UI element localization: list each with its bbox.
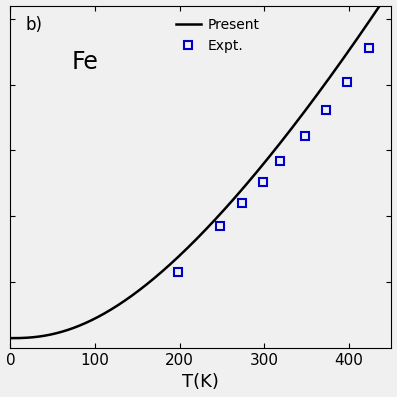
Text: Fe: Fe	[71, 50, 98, 74]
Expt.	[345, 79, 350, 84]
Expt.	[324, 107, 329, 112]
Present	[8, 336, 13, 341]
Line: Expt.: Expt.	[174, 44, 373, 276]
Expt.	[175, 269, 180, 274]
Present	[27, 335, 32, 340]
Present	[183, 247, 188, 252]
Line: Present: Present	[10, 0, 391, 338]
Present	[378, 3, 383, 8]
X-axis label: T(K): T(K)	[183, 374, 220, 391]
Legend: Present, Expt.: Present, Expt.	[170, 12, 266, 58]
Present	[378, 2, 383, 7]
Expt.	[260, 180, 265, 185]
Present	[308, 101, 313, 106]
Expt.	[277, 159, 282, 164]
Text: b): b)	[26, 16, 42, 34]
Expt.	[366, 45, 371, 50]
Expt.	[218, 223, 223, 228]
Expt.	[239, 201, 244, 206]
Present	[193, 237, 198, 242]
Expt.	[303, 133, 307, 138]
